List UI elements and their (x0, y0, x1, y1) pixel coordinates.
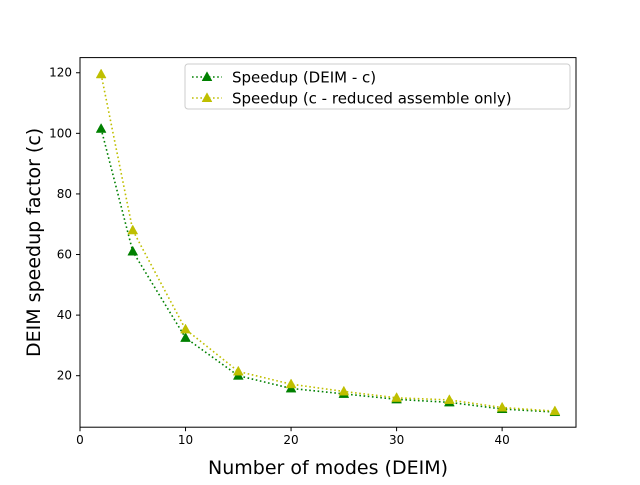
y-tick-label: 120 (49, 66, 72, 80)
legend-box (184, 63, 571, 110)
x-axis-ticks: 0 10 20 30 40 (76, 427, 510, 447)
y-tick-label: 80 (57, 187, 72, 201)
series-1 (95, 123, 561, 417)
data-point (496, 401, 508, 412)
legend-marker (201, 71, 213, 81)
series-line (100, 128, 555, 413)
legend-label: Speedup (DEIM - c) (232, 69, 376, 87)
x-tick-label: 40 (494, 433, 509, 447)
x-tick-label: 10 (178, 433, 193, 447)
data-point (549, 405, 561, 416)
x-tick-label: 20 (283, 433, 298, 447)
data-point (127, 245, 139, 256)
x-axis-label: Number of modes (DEIM) (208, 457, 448, 479)
data-point (391, 392, 402, 402)
y-tick-label: 40 (57, 308, 72, 322)
data-point (95, 123, 107, 133)
data-point (232, 365, 244, 376)
y-axis-ticks: 20 40 60 80 100 120 (49, 66, 80, 383)
y-tick-label: 100 (49, 126, 72, 140)
data-point (180, 323, 191, 334)
legend-items: Speedup (DEIM - c) Speedup (c - reduced a… (192, 69, 512, 108)
data-point (285, 378, 297, 389)
series-layer (95, 68, 561, 417)
y-tick-label: 60 (57, 248, 72, 262)
series-line (100, 74, 555, 412)
legend-label: Speedup (c - reduced assemble only) (232, 90, 512, 108)
x-tick-label: 0 (76, 433, 84, 447)
data-point (338, 385, 350, 396)
y-tick-label: 20 (57, 369, 72, 383)
series-2 (95, 68, 561, 416)
x-tick-label: 30 (389, 433, 404, 447)
data-point (180, 332, 191, 342)
data-point (443, 394, 455, 404)
plot-frame (79, 57, 577, 428)
legend-marker (201, 92, 213, 102)
data-point (95, 68, 107, 79)
y-axis-label: DEIM speedup factor (c) (23, 128, 45, 357)
data-point (127, 224, 139, 235)
legend: Speedup (DEIM - c) Speedup (c - reduced a… (184, 63, 571, 110)
